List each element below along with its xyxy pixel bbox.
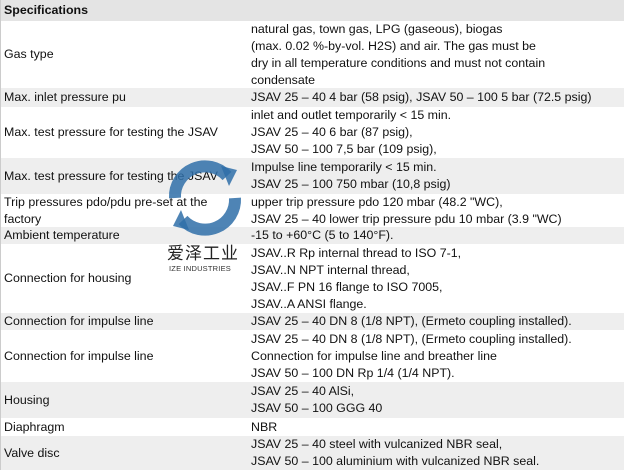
value-line: JSAV..F PN 16 flange to ISO 7005, — [251, 280, 443, 294]
value-line: JSAV 50 – 100 GGG 40 — [251, 401, 383, 415]
row-value: upper trip pressure pdo 120 mbar (48.2 "… — [251, 194, 562, 228]
table-row: Max. inlet pressure pu JSAV 25 – 40 4 bar… — [1, 88, 624, 107]
value-line: Connection for impulse line and breather… — [251, 349, 497, 363]
row-label: Housing — [4, 393, 50, 407]
value-line: JSAV..N NPT internal thread, — [251, 263, 410, 277]
row-value: -15 to +60°C (5 to 140°F). — [251, 227, 394, 244]
value-line: Impulse line temporarily < 15 min. — [251, 160, 437, 174]
row-value: Impulse line temporarily < 15 min. JSAV 2… — [251, 159, 451, 193]
table-row: Trip pressures pdo/pdu pre-set at the fa… — [1, 194, 624, 227]
table-row: Housing JSAV 25 – 40 AlSi, JSAV 50 – 100 G… — [1, 382, 624, 418]
value-line: JSAV..R Rp internal thread to ISO 7-1, — [251, 246, 462, 260]
value-line: condensate — [251, 73, 316, 87]
row-value: NBR — [251, 419, 277, 436]
watermark-en: IZE INDUSTRIES — [169, 264, 231, 273]
row-label: Trip pressures pdo/pdu pre-set at the fa… — [4, 195, 208, 226]
value-line: JSAV 50 – 100 DN Rp 1/4 (1/4 NPT). — [251, 366, 455, 380]
row-label: Ambient temperature — [4, 228, 120, 242]
value-line: JSAV 25 – 40 6 bar (87 psig), — [251, 125, 413, 139]
table-row: Connection for housing JSAV..R Rp interna… — [1, 244, 624, 313]
value-line: (max. 0.02 %-by-vol. H2S) and air. The g… — [251, 39, 536, 53]
value-line: JSAV 50 – 100 7,5 bar (109 psig), — [251, 142, 437, 156]
table-title: Specifications — [4, 3, 89, 17]
table-row: Diaphragm NBR — [1, 418, 624, 436]
watermark-cn: 爱泽工业 — [167, 244, 239, 264]
value-line: JSAV 25 – 40 DN 8 (1/8 NPT), (Ermeto cou… — [251, 314, 572, 328]
value-line: JSAV 25 – 40 DN 8 (1/8 NPT), (Ermeto cou… — [251, 332, 572, 346]
table-row: Valve disc JSAV 25 – 40 steel with vulcan… — [1, 436, 624, 470]
row-label: Max. test pressure for testing the JSAV — [4, 125, 218, 139]
value-line: natural gas, town gas, LPG (gaseous), bi… — [251, 22, 503, 36]
value-line: JSAV..A ANSI flange. — [251, 297, 367, 311]
table-row: Connection for impulse line JSAV 25 – 40 … — [1, 330, 624, 382]
row-label: Diaphragm — [4, 420, 65, 434]
value-line: JSAV 25 – 40 AlSi, — [251, 384, 355, 398]
row-label: Connection for impulse line — [4, 349, 154, 363]
row-value: inlet and outlet temporarily < 15 min. JS… — [251, 107, 451, 158]
table-row: Connection for impulse line JSAV 25 – 40 … — [1, 313, 624, 330]
table-row: Max. test pressure for testing the JSAV I… — [1, 158, 624, 194]
value-line: JSAV 50 – 100 aluminium with vulcanized … — [251, 454, 540, 468]
value-line: upper trip pressure pdo 120 mbar (48.2 "… — [251, 195, 503, 209]
value-line: JSAV 25 – 100 750 mbar (10,8 psig) — [251, 177, 451, 191]
row-value: JSAV 25 – 40 DN 8 (1/8 NPT), (Ermeto cou… — [251, 331, 572, 382]
row-value: JSAV 25 – 40 steel with vulcanized NBR s… — [251, 436, 539, 470]
table-row: Gas type natural gas, town gas, LPG (gase… — [1, 21, 624, 88]
row-label: Max. test pressure for testing the JSAV — [4, 169, 218, 183]
row-value: JSAV 25 – 40 4 bar (58 psig), JSAV 50 – … — [251, 89, 591, 106]
value-line: JSAV 25 – 40 4 bar (58 psig), JSAV 50 – … — [251, 90, 592, 104]
value-line: -15 to +60°C (5 to 140°F). — [251, 228, 394, 242]
row-value: JSAV 25 – 40 AlSi, JSAV 50 – 100 GGG 40 — [251, 383, 382, 417]
row-value: natural gas, town gas, LPG (gaseous), bi… — [251, 21, 545, 89]
value-line: JSAV 25 – 40 steel with vulcanized NBR s… — [251, 437, 503, 451]
row-label: Connection for impulse line — [4, 314, 154, 328]
table-header: Specifications — [1, 0, 624, 21]
table-row: Ambient temperature -15 to +60°C (5 to 14… — [1, 227, 624, 244]
value-line: JSAV 25 – 40 lower trip pressure pdu 10 … — [251, 212, 562, 226]
value-line: inlet and outlet temporarily < 15 min. — [251, 108, 452, 122]
table-row: Max. test pressure for testing the JSAV i… — [1, 107, 624, 158]
row-label: Valve disc — [4, 446, 60, 460]
value-line: dry in all temperature conditions and mu… — [251, 56, 546, 70]
row-label: Max. inlet pressure pu — [4, 90, 126, 104]
row-label: Gas type — [4, 47, 54, 61]
value-line: NBR — [251, 420, 278, 434]
row-value: JSAV 25 – 40 DN 8 (1/8 NPT), (Ermeto cou… — [251, 313, 572, 330]
row-value: JSAV..R Rp internal thread to ISO 7-1, JS… — [251, 245, 461, 313]
row-label: Connection for housing — [4, 271, 132, 285]
